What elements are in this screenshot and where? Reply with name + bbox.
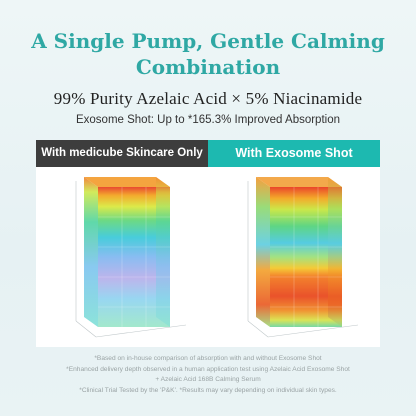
panel-header-exosome-shot: With Exosome Shot bbox=[208, 140, 380, 167]
comparison-panel-skincare-only: With medicube Skincare Only bbox=[36, 140, 208, 347]
footnote: *Clinical Trial Tested by the 'P&K'. *Re… bbox=[79, 386, 337, 394]
comparison-panel-exosome-shot: With Exosome Shot bbox=[208, 140, 380, 347]
panel-header-skincare-only: With medicube Skincare Only bbox=[36, 140, 208, 167]
skin-penetration-3d-render-skincare-only bbox=[75, 177, 187, 338]
ingredient-subtitle: 99% Purity Azelaic Acid × 5% Niacinamide bbox=[53, 89, 363, 108]
headline-line-2: Combination bbox=[135, 55, 281, 79]
footnote: *Enhanced delivery depth observed in a h… bbox=[66, 365, 350, 373]
footnote: + Azelaic Acid 168B Calming Serum bbox=[155, 376, 261, 383]
footnotes: *Based on in-house comparison of absorpt… bbox=[0, 354, 416, 396]
skin-penetration-3d-render-exosome-shot bbox=[247, 177, 359, 338]
absorption-tagline: Exosome Shot: Up to *165.3% Improved Abs… bbox=[75, 114, 340, 126]
headline-line-1: A Single Pump, Gentle Calming bbox=[31, 29, 385, 53]
headline: A Single Pump, Gentle Calming Combinatio… bbox=[0, 28, 416, 80]
footnote: *Based on in-house comparison of absorpt… bbox=[94, 355, 322, 362]
